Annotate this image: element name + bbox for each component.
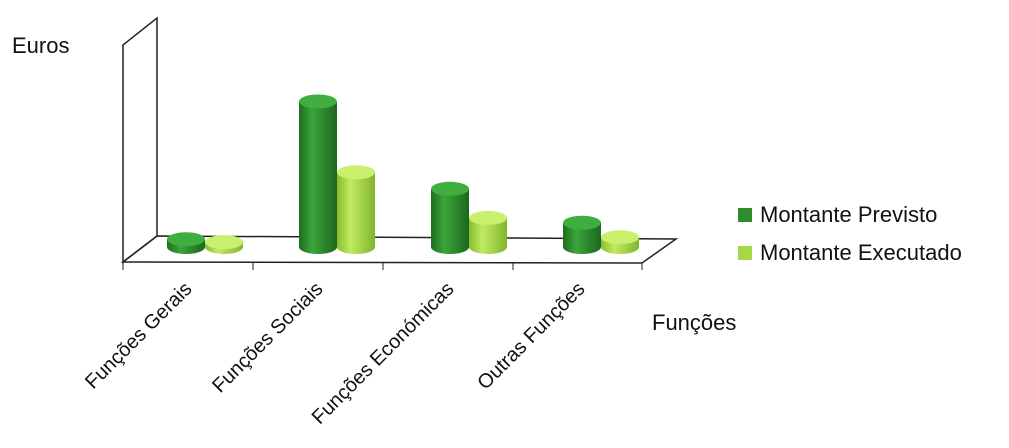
bar-previsto-2 [431,181,469,254]
legend: Montante Previsto Montante Executado [738,196,962,272]
x-tick-label: Funções Económicas [308,278,459,429]
y-axis-label: Euros [12,33,70,58]
bar-previsto-0 [167,232,205,254]
legend-swatch [738,246,752,260]
bar-executado-1 [337,165,375,254]
legend-swatch [738,208,752,222]
x-tick-label: Outras Funções [473,278,589,394]
bar-previsto-3 [563,215,601,254]
legend-label: Montante Previsto [760,202,938,227]
legend-item-previsto: Montante Previsto [738,196,962,234]
x-axis-label: Funções [652,310,737,335]
chart-back-wall [122,16,158,264]
bar-executado-3 [601,230,639,254]
legend-item-executado: Montante Executado [738,234,962,272]
x-tick-label: Funções Gerais [81,278,196,393]
legend-label: Montante Executado [760,240,962,265]
bar-executado-0 [205,235,243,254]
bar-executado-2 [469,210,507,254]
bar-previsto-1 [299,94,337,254]
chart-floor [120,235,679,264]
x-tick-label: Funções Sociais [208,278,327,397]
